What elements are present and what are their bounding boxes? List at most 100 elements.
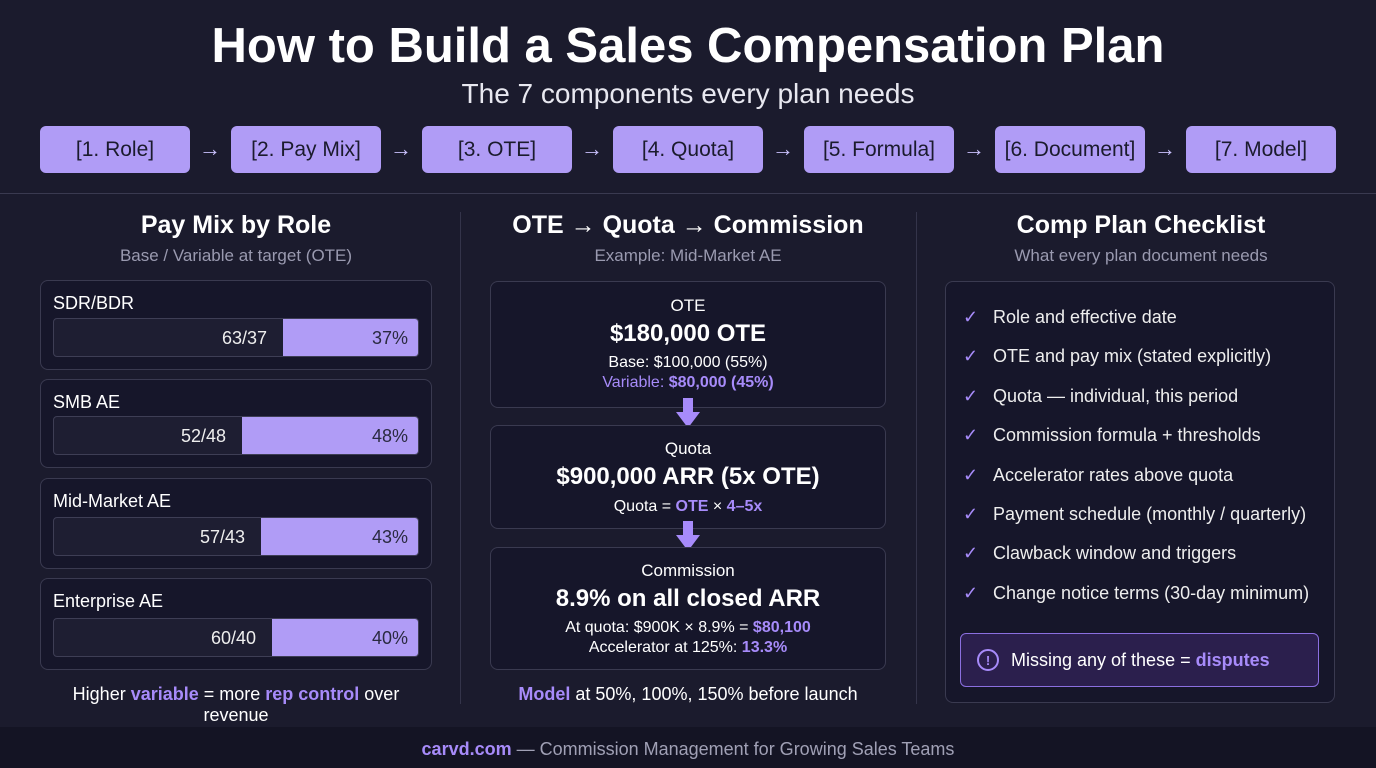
checklist-item: ✓ Payment schedule (monthly / quarterly): [963, 504, 1306, 525]
page-title: How to Build a Sales Compensation Plan: [211, 19, 1165, 73]
arrow-down-icon: [676, 521, 700, 551]
pay-mix-bar: 63/37 37%: [53, 318, 419, 357]
variable-percent: 37%: [371, 328, 408, 348]
checklist-item-text: Clawback window and triggers: [993, 543, 1237, 564]
step-7-button[interactable]: [7. Model]: [1186, 126, 1336, 173]
variable-fill: [242, 417, 418, 454]
note-highlight: rep control: [265, 684, 360, 704]
note-highlight: Model: [518, 684, 571, 704]
variable-fill: [261, 518, 418, 555]
variable-percent: 43%: [371, 527, 408, 547]
checklist-title: Comp Plan Checklist: [1016, 211, 1266, 239]
step-6-button[interactable]: [6. Document]: [995, 126, 1145, 173]
mix-ratio: 57/43: [199, 527, 245, 547]
ote-variable: Variable: $80,000 (45%): [491, 374, 885, 392]
checklist-item-text: Quota — individual, this period: [993, 385, 1239, 406]
checklist-item-text: Accelerator rates above quota: [993, 464, 1234, 485]
divider: [460, 212, 461, 704]
accel-text: Accelerator at 125%:: [588, 639, 742, 656]
footer: carvd.com — Commission Management for Gr…: [0, 727, 1376, 768]
check-icon: ✓: [963, 504, 979, 524]
role-name: Mid-Market AE: [53, 491, 172, 511]
formula-text: ×: [708, 498, 727, 515]
arrow-right-icon: →: [1154, 136, 1176, 161]
ote-box: OTE $180,000 OTE Base: $100,000 (55%) Va…: [490, 281, 886, 408]
checklist-subtitle: What every plan document needs: [1014, 246, 1268, 265]
checklist-item: ✓ Accelerator rates above quota: [963, 465, 1233, 486]
checklist-item: ✓ Quota — individual, this period: [963, 386, 1238, 407]
paymix-note: Higher variable = more rep control over …: [40, 684, 432, 726]
alert-text: Missing any of these =: [1011, 649, 1191, 670]
arrow-right-icon: →: [199, 136, 221, 161]
variable-percent: 48%: [371, 426, 408, 446]
step-3-button[interactable]: [3. OTE]: [422, 126, 572, 173]
note-text: = more: [198, 684, 266, 704]
pay-mix-bar: 57/43 43%: [53, 517, 419, 556]
variable-fill: [283, 319, 418, 356]
check-icon: ✓: [963, 464, 979, 485]
role-name: SMB AE: [53, 392, 121, 412]
commission-accelerator: Accelerator at 125%: 13.3%: [491, 639, 885, 657]
ote-value: $180,000 OTE: [609, 320, 767, 347]
ote-variable-value: $80,000 (45%): [668, 374, 774, 391]
formula-text: Quota =: [613, 498, 676, 515]
step-2-button[interactable]: [2. Pay Mix]: [231, 126, 381, 173]
paymix-title: Pay Mix by Role: [140, 211, 332, 239]
alert-box: ! Missing any of these = disputes: [960, 633, 1319, 687]
flow-subtitle: Example: Mid-Market AE: [594, 246, 782, 265]
variable-fill: [272, 619, 418, 656]
check-icon: ✓: [963, 582, 979, 603]
role-card: Mid-Market AE 57/43 43%: [40, 478, 432, 569]
arrow-right-icon: →: [963, 136, 985, 161]
checklist-item-text: Role and effective date: [993, 307, 1177, 327]
role-card: Enterprise AE 60/40 40%: [40, 578, 432, 670]
checklist-item-text: OTE and pay mix (stated explicitly): [993, 346, 1272, 367]
pay-mix-bar: 60/40 40%: [53, 618, 419, 657]
step-1-button[interactable]: [1. Role]: [40, 126, 190, 173]
checklist-item: ✓ Role and effective date: [963, 307, 1177, 328]
paymix-subtitle: Base / Variable at target (OTE): [119, 246, 353, 265]
formula-highlight: 4–5x: [726, 498, 763, 515]
accel-rate: 13.3%: [741, 639, 788, 656]
note-text: over revenue: [203, 684, 400, 725]
step-4-button[interactable]: [4. Quota]: [613, 126, 763, 173]
alert-highlight: disputes: [1195, 649, 1270, 670]
note-text: at 50%, 100%, 150% before launch: [570, 684, 858, 704]
alert-icon: !: [977, 649, 999, 671]
footer-brand-link[interactable]: carvd.com: [421, 739, 512, 759]
quota-label: Quota: [664, 439, 712, 458]
check-icon: ✓: [963, 543, 979, 564]
quota-box: Quota $900,000 ARR (5x OTE) Quota = OTE …: [490, 425, 886, 529]
role-card: SDR/BDR 63/37 37%: [40, 280, 432, 370]
checklist-box: [945, 281, 1335, 703]
flow-note: Model at 50%, 100%, 150% before launch: [470, 684, 906, 705]
checklist-item: ✓ Change notice terms (30-day minimum): [963, 583, 1309, 604]
arrow-right-icon: →: [581, 136, 603, 161]
ote-variable-label: Variable:: [602, 374, 669, 391]
role-name: SDR/BDR: [53, 293, 135, 313]
footer-text: — Commission Management for Growing Sale…: [511, 739, 955, 759]
mix-ratio: 52/48: [180, 426, 226, 446]
arrow-down-icon: [676, 398, 700, 428]
divider: [916, 212, 917, 704]
checklist-item-text: Commission formula + thresholds: [993, 425, 1261, 446]
checklist-item-text: Payment schedule (monthly / quarterly): [993, 504, 1307, 524]
check-icon: ✓: [963, 346, 979, 367]
commission-label: Commission: [641, 561, 735, 580]
note-text: Higher: [72, 684, 131, 704]
check-icon: ✓: [963, 425, 979, 446]
checklist-item: ✓ OTE and pay mix (stated explicitly): [963, 346, 1271, 367]
formula-highlight: OTE: [675, 498, 709, 515]
commission-value: 8.9% on all closed ARR: [555, 585, 821, 612]
checklist-item: ✓ Commission formula + thresholds: [963, 425, 1261, 446]
page-subtitle: The 7 components every plan needs: [461, 78, 915, 109]
step-5-button[interactable]: [5. Formula]: [804, 126, 954, 173]
quota-value: $900,000 ARR (5x OTE): [556, 463, 820, 490]
mix-ratio: 60/40: [210, 628, 256, 648]
divider: [0, 193, 1376, 194]
role-card: SMB AE 52/48 48%: [40, 379, 432, 468]
commission-box: Commission 8.9% on all closed ARR At quo…: [490, 547, 886, 670]
ote-label: OTE: [670, 296, 706, 315]
flow-title: OTE → Quota → Commission: [512, 211, 864, 239]
arrow-right-icon: →: [390, 136, 412, 161]
